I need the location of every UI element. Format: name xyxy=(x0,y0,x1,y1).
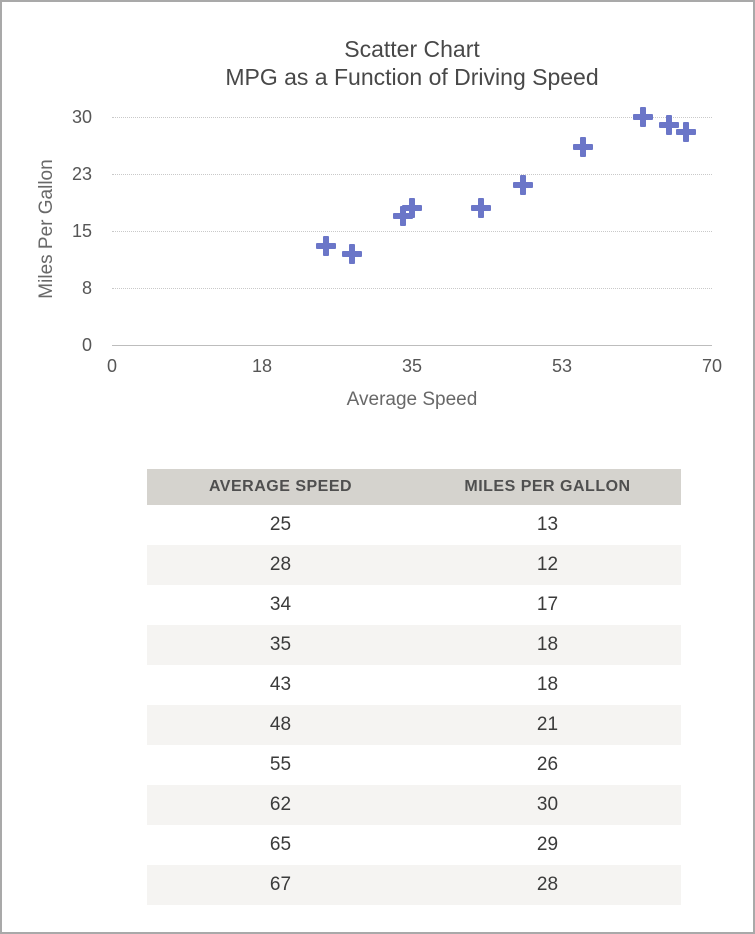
y-tick-label: 15 xyxy=(71,221,92,241)
table-row: 48 21 xyxy=(147,705,681,745)
table-row: 62 30 xyxy=(147,785,681,825)
table-cell: 28 xyxy=(536,874,559,895)
y-tick-label: 8 xyxy=(81,278,92,298)
table-cell: 35 xyxy=(269,634,292,655)
table-row: 28 12 xyxy=(147,545,681,585)
table-body: 25 13 28 12 34 17 35 18 43 18 48 21 55 26 62 30 65 29 67 28 xyxy=(147,505,681,905)
table-header-row: AVERAGE SPEED MILES PER GALLON xyxy=(147,469,681,505)
x-axis-line xyxy=(112,345,712,346)
table-cell: 29 xyxy=(536,834,559,855)
scatter-chart: Scatter Chart MPG as a Function of Drivi… xyxy=(2,2,755,442)
table-row: 35 18 xyxy=(147,625,681,665)
x-axis-title: Average Speed xyxy=(346,389,478,410)
chart-subtitle: MPG as a Function of Driving Speed xyxy=(225,64,599,90)
table-cell: 17 xyxy=(536,594,559,615)
x-tick-label: 18 xyxy=(251,356,273,376)
data-point-marker xyxy=(342,243,362,264)
y-tick-label: 30 xyxy=(71,107,92,127)
table-cell: 34 xyxy=(269,594,292,615)
data-point-marker xyxy=(316,236,337,257)
data-point-marker xyxy=(573,137,594,158)
data-point-marker xyxy=(513,175,534,196)
chart-title-block: Scatter Chart MPG as a Function of Drivi… xyxy=(112,35,712,91)
data-table: AVERAGE SPEED MILES PER GALLON 25 13 28 12 34… xyxy=(147,469,681,905)
table-row: 67 28 xyxy=(147,865,681,905)
data-point-marker xyxy=(393,205,414,226)
table-row: 65 29 xyxy=(147,825,681,865)
table-header-cell: AVERAGE SPEED xyxy=(208,478,353,495)
table-header-cell: MILES PER GALLON xyxy=(464,478,631,495)
x-tick-label: 0 xyxy=(106,356,117,376)
table-cell: 28 xyxy=(269,554,292,575)
table-cell: 18 xyxy=(536,634,559,655)
table-cell: 30 xyxy=(536,794,559,815)
y-tick-label: 23 xyxy=(71,164,92,184)
data-point-marker xyxy=(633,107,654,127)
gridline xyxy=(112,174,712,175)
table-cell: 12 xyxy=(536,554,559,575)
y-tick-label: 0 xyxy=(81,335,92,355)
table-cell: 13 xyxy=(536,514,559,535)
table-row: 25 13 xyxy=(147,505,681,545)
table-cell: 67 xyxy=(269,874,292,895)
data-point-marker xyxy=(676,122,697,143)
plot-area xyxy=(112,107,712,346)
x-tick-label: 70 xyxy=(701,356,723,376)
table-cell: 43 xyxy=(269,674,292,695)
x-tick-label: 53 xyxy=(551,356,573,376)
chart-title: Scatter Chart xyxy=(344,36,480,62)
gridline xyxy=(112,288,712,289)
table-cell: 55 xyxy=(269,754,292,775)
table-cell: 48 xyxy=(269,714,292,735)
table-cell: 26 xyxy=(536,754,559,775)
data-point-marker xyxy=(402,198,422,219)
table-row: 43 18 xyxy=(147,665,681,705)
data-point-marker xyxy=(659,114,680,135)
table-cell: 18 xyxy=(536,674,559,695)
table-row: 55 26 xyxy=(147,745,681,785)
table-cell: 25 xyxy=(269,514,292,535)
table-cell: 21 xyxy=(536,714,559,735)
table-cell: 65 xyxy=(269,834,292,855)
gridline xyxy=(112,231,712,232)
data-point-marker xyxy=(470,198,491,219)
x-tick-label: 35 xyxy=(401,356,423,376)
table-row: 34 17 xyxy=(147,585,681,625)
table-cell: 62 xyxy=(269,794,292,815)
gridline xyxy=(112,117,712,118)
